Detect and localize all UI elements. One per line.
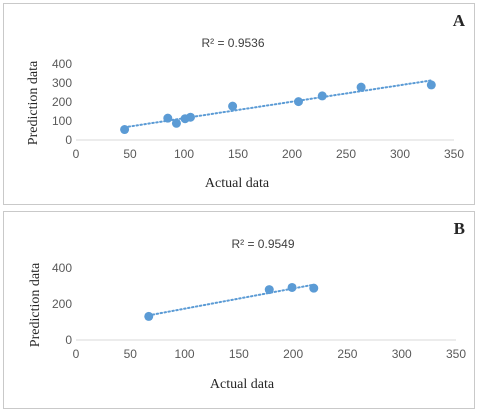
- data-point: [309, 283, 319, 293]
- y-tick-label: 200: [52, 95, 72, 109]
- x-axis-title: Actual data: [205, 176, 270, 191]
- x-tick-label: 150: [228, 147, 248, 161]
- chart-panel-a: A R² = 0.9536 Actual data Prediction dat…: [3, 3, 475, 205]
- data-point: [356, 82, 366, 92]
- x-tick-label: 300: [392, 347, 412, 361]
- x-tick-label: 300: [390, 147, 410, 161]
- y-tick-label: 0: [65, 133, 72, 147]
- data-point: [287, 282, 297, 292]
- x-tick-label: 200: [282, 147, 302, 161]
- chart-panel-b: B R² = 0.9549 Actual data Prediction dat…: [3, 211, 475, 409]
- x-tick-label: 250: [337, 347, 357, 361]
- data-point: [120, 125, 130, 135]
- x-tick-label: 100: [174, 147, 194, 161]
- y-tick-label: 200: [52, 297, 72, 311]
- data-point: [171, 118, 181, 128]
- x-tick-label: 150: [229, 347, 249, 361]
- y-tick-label: 300: [52, 76, 72, 90]
- y-tick-label: 0: [65, 333, 72, 347]
- x-tick-label: 250: [336, 147, 356, 161]
- x-tick-label: 200: [283, 347, 303, 361]
- trendline: [147, 283, 315, 317]
- data-point: [317, 91, 327, 101]
- data-point: [264, 285, 274, 295]
- x-axis-title: Actual data: [210, 377, 275, 392]
- data-point: [293, 97, 303, 107]
- y-tick-label: 400: [52, 261, 72, 275]
- y-axis-title: Prediction data: [26, 60, 41, 145]
- x-tick-label: 350: [446, 347, 466, 361]
- chart-b-svg: B R² = 0.9549 Actual data Prediction dat…: [28, 219, 466, 392]
- y-axis-title: Prediction data: [28, 262, 43, 347]
- r-squared-annotation: R² = 0.9536: [201, 36, 264, 50]
- x-tick-label: 0: [73, 147, 80, 161]
- r-squared-annotation: R² = 0.9549: [231, 237, 294, 251]
- data-point: [144, 311, 154, 321]
- data-point: [163, 113, 173, 123]
- panel-label: B: [454, 219, 465, 238]
- y-tick-label: 100: [52, 114, 72, 128]
- data-point: [228, 101, 238, 111]
- panel-label: A: [453, 11, 466, 30]
- x-tick-label: 50: [124, 347, 138, 361]
- x-tick-label: 0: [73, 347, 80, 361]
- data-point: [185, 112, 195, 122]
- y-tick-label: 400: [52, 57, 72, 71]
- x-tick-label: 50: [123, 147, 137, 161]
- x-tick-label: 350: [444, 147, 464, 161]
- x-tick-label: 100: [175, 347, 195, 361]
- chart-a-svg: A R² = 0.9536 Actual data Prediction dat…: [26, 11, 466, 191]
- data-point: [426, 80, 436, 90]
